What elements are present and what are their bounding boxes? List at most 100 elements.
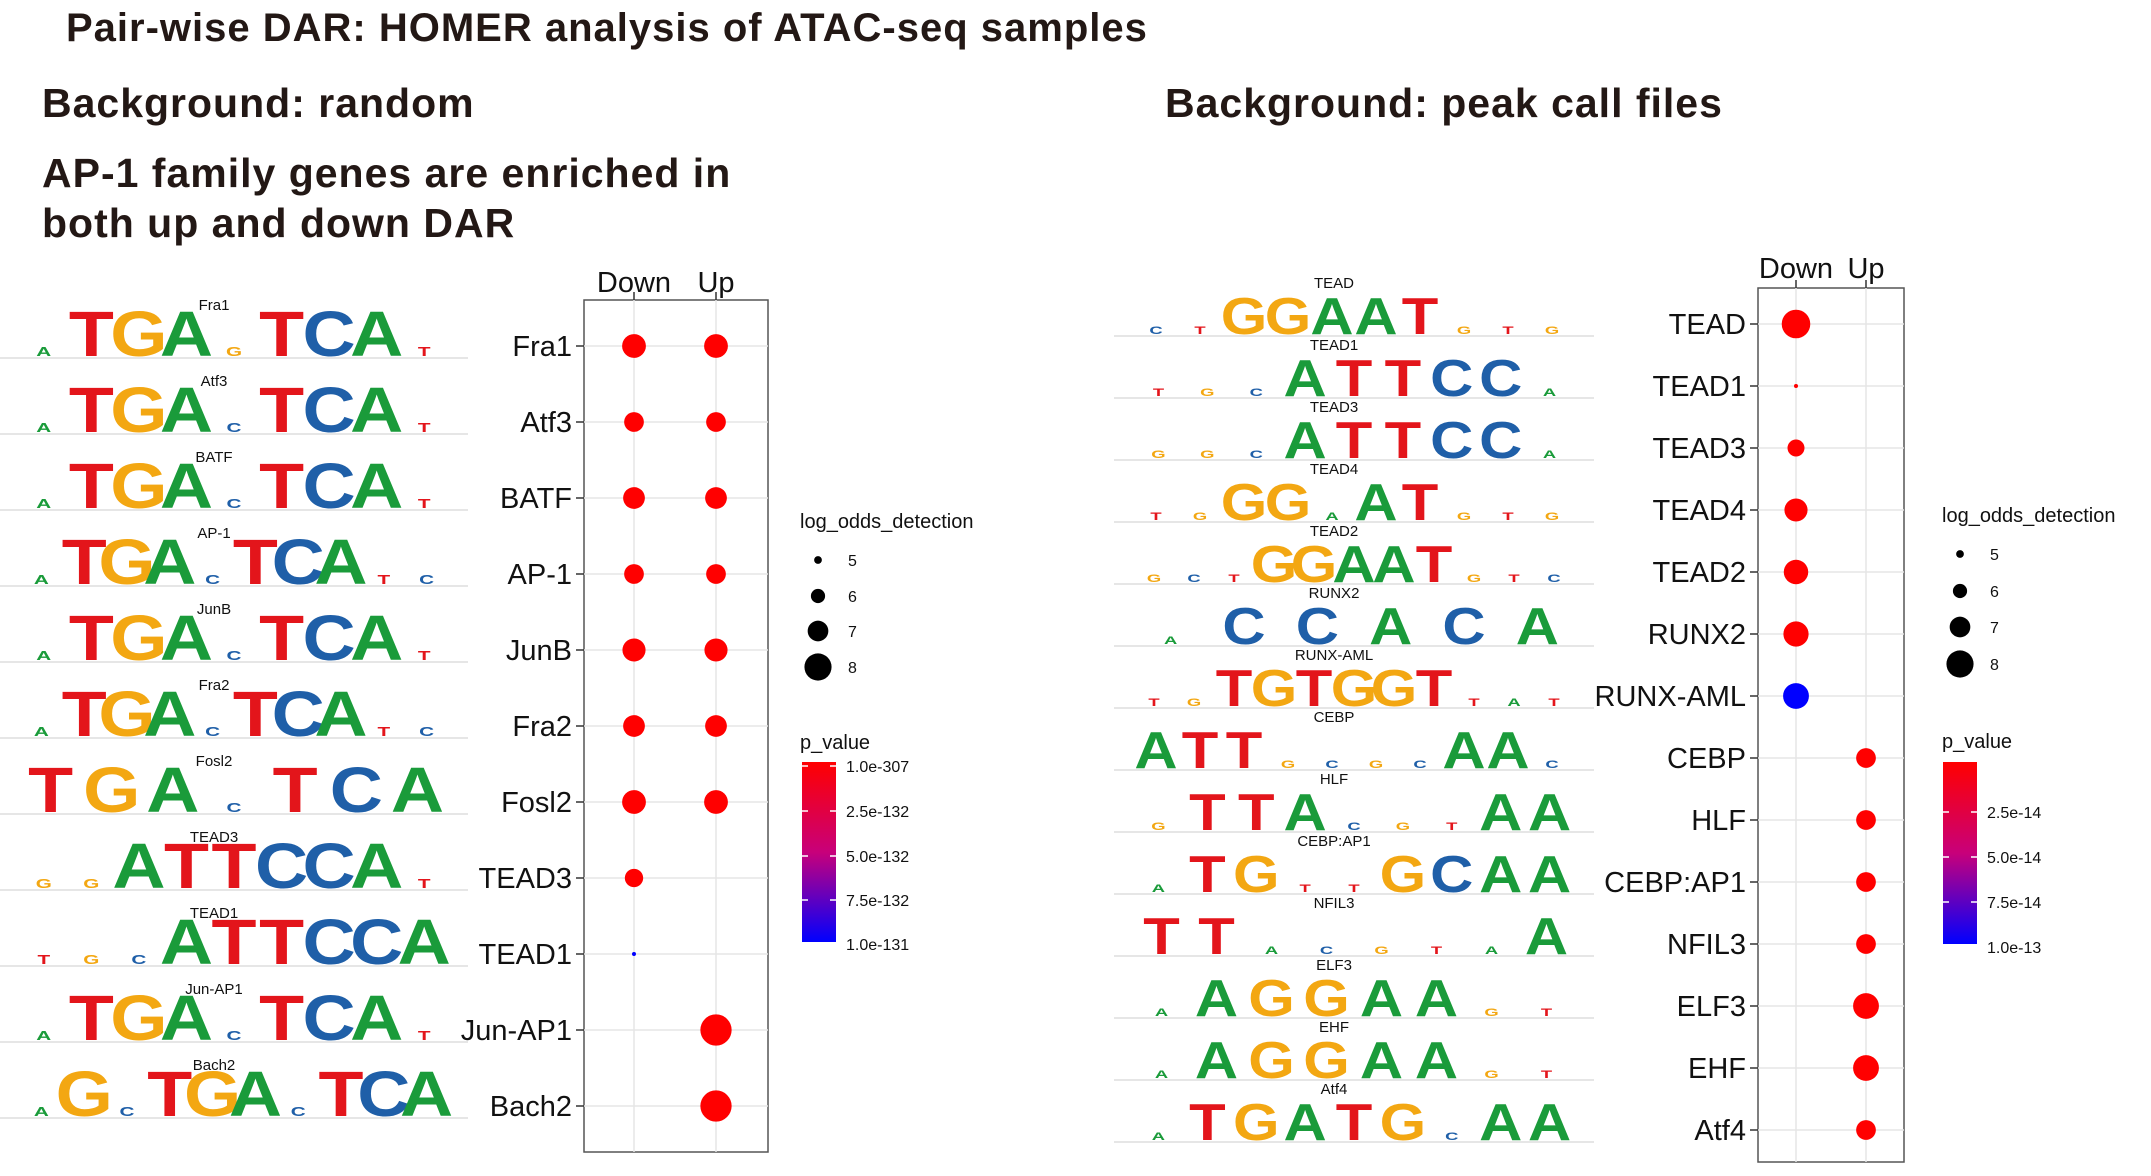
logo-letter: G — [1200, 448, 1214, 461]
size-legend-dot — [1952, 583, 1968, 599]
logo-letter: C — [330, 754, 383, 825]
logo-letter: A — [314, 526, 367, 597]
point-tead-down — [1781, 309, 1811, 339]
size-legend-label: 8 — [1990, 657, 1999, 674]
logo-letter: G — [1151, 820, 1165, 833]
size-legend-title: log_odds_detection — [800, 511, 973, 533]
logo-letter: A — [1479, 783, 1522, 841]
color-legend-label: 2.5e-132 — [846, 804, 909, 821]
logo-letter: C — [205, 572, 220, 587]
point-runx-aml-down — [1783, 683, 1809, 709]
logo-letter: T — [1150, 510, 1162, 523]
logo-letter: A — [160, 982, 213, 1053]
logo-letter: A — [1284, 349, 1327, 407]
y-tick-label-runx-aml: RUNX-AML — [1595, 681, 1746, 713]
logo-letter: A — [229, 1058, 282, 1129]
logo-letter: A — [1528, 783, 1571, 841]
logo-letter: A — [146, 754, 199, 825]
size-legend-label: 6 — [848, 589, 857, 606]
point-tead3-down — [624, 868, 644, 888]
logo-letter: A — [1195, 969, 1238, 1027]
y-tick-label-junb: JunB — [506, 635, 572, 667]
x-tick-label-down: Down — [597, 267, 671, 299]
color-legend-label: 7.5e-14 — [1987, 895, 2041, 912]
logo-letter: A — [1543, 448, 1556, 461]
logo-letter: C — [227, 648, 242, 663]
logo-letter: C — [1479, 411, 1522, 469]
logo-letter: T — [1299, 882, 1311, 895]
logo-letter: G — [83, 876, 99, 891]
logo-letter: G — [1303, 1031, 1350, 1089]
color-legend-label: 5.0e-132 — [846, 849, 909, 866]
logo-letter: T — [1194, 324, 1206, 337]
logo-letter: A — [1372, 535, 1415, 593]
x-tick-label-up: Up — [1847, 253, 1884, 285]
point-ehf-up — [1853, 1055, 1879, 1081]
logo-letter: T — [418, 648, 431, 663]
logo-letter: A — [1284, 411, 1327, 469]
logo-letter: G — [1545, 324, 1559, 337]
logo-letter: A — [350, 830, 403, 901]
logo-name: TEAD2 — [1310, 523, 1358, 540]
logo-letter: C — [303, 450, 356, 521]
point-fosl2-up — [704, 790, 728, 814]
logo-letter: A — [350, 602, 403, 673]
logo-letter: T — [1189, 845, 1226, 903]
logo-letter: T — [69, 602, 114, 673]
point-hlf-up — [1856, 810, 1876, 830]
point-atf3-down — [624, 412, 644, 432]
logo-letter: C — [303, 298, 356, 369]
logo-letter: A — [1528, 845, 1571, 903]
logo-letter: T — [1431, 944, 1443, 957]
y-tick-label-tead: TEAD — [1669, 309, 1746, 341]
logo-letter: A — [391, 754, 444, 825]
y-tick-label-cebp-ap1: CEBP:AP1 — [1604, 867, 1746, 899]
logo-ap-1: AP-1A TGA C TCA T C — [0, 525, 468, 598]
logo-letter: T — [1148, 696, 1160, 709]
logo-letter: T — [1468, 696, 1480, 709]
logo-letter: A — [1485, 944, 1498, 957]
logo-letter: C — [1430, 845, 1473, 903]
logo-letter: T — [1548, 696, 1560, 709]
logo-letter: T — [1416, 535, 1453, 593]
logo-letter: C — [1430, 411, 1473, 469]
logo-letter: T — [69, 450, 114, 521]
logo-letter: T — [1189, 783, 1226, 841]
point-tead1-down — [632, 952, 636, 956]
logo-name: Atf4 — [1321, 1081, 1348, 1098]
logo-name: RUNX2 — [1309, 585, 1360, 602]
logo-letter: A — [160, 602, 213, 673]
logo-letter: T — [377, 572, 390, 587]
logo-letter: C — [303, 982, 356, 1053]
logo-letter: T — [418, 344, 431, 359]
point-elf3-up — [1853, 993, 1879, 1019]
logo-name: Atf3 — [201, 373, 228, 390]
logo-letter: G — [1396, 820, 1410, 833]
logo-letter: A — [1155, 1006, 1168, 1019]
logo-letter: C — [303, 830, 356, 901]
logo-name: CEBP:AP1 — [1297, 833, 1370, 850]
logo-letter: T — [1189, 1093, 1226, 1151]
logo-letter: A — [400, 1058, 453, 1129]
size-legend-dot — [807, 620, 829, 642]
logo-letter: G — [1200, 386, 1214, 399]
logo-name: Fra1 — [199, 297, 230, 314]
logo-letter: A — [1155, 1068, 1168, 1081]
logo-letter: A — [1134, 721, 1177, 779]
size-legend-dot — [814, 556, 822, 564]
logo-letter: T — [1216, 659, 1253, 717]
logo-letter: A — [1195, 1031, 1238, 1089]
size-legend-label: 5 — [848, 553, 857, 570]
size-legend-label: 7 — [1990, 620, 1999, 637]
